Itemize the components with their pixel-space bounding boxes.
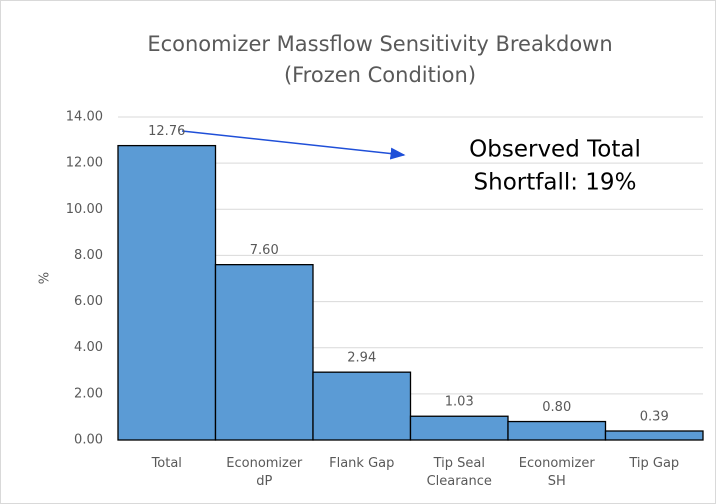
- chart-title: Economizer Massflow Sensitivity Breakdow…: [147, 32, 612, 56]
- y-tick-label: 14.00: [66, 110, 103, 125]
- data-label: 2.94: [347, 351, 376, 366]
- y-tick-label: 2.00: [74, 386, 103, 401]
- y-tick-label: 10.00: [66, 202, 103, 217]
- x-tick-label: Economizer SH: [518, 456, 595, 489]
- chart-subtitle: (Frozen Condition): [284, 63, 476, 87]
- x-tick-label: Tip Seal Clearance: [426, 456, 492, 489]
- y-tick-label: 0.00: [74, 433, 103, 448]
- bar: [117, 144, 217, 441]
- annotation: Shortfall: 19%: [474, 170, 637, 196]
- bar: [214, 264, 314, 441]
- x-tick-label: Flank Gap: [329, 456, 395, 471]
- annotation: Observed Total: [469, 137, 641, 163]
- bar: [604, 430, 704, 441]
- y-axis-label: %: [38, 272, 53, 284]
- y-tick-label: 6.00: [74, 294, 103, 309]
- y-tick-label: 4.00: [74, 340, 103, 355]
- x-tick-label: Economizer dP: [226, 456, 303, 489]
- data-label: 1.03: [445, 395, 474, 410]
- data-label: 12.76: [148, 124, 185, 139]
- annotation-arrow: [181, 130, 406, 160]
- y-tick-label: 12.00: [66, 156, 103, 171]
- bar: [409, 415, 509, 441]
- data-label: 0.80: [542, 400, 571, 415]
- data-label: 0.39: [640, 410, 669, 425]
- bar: [507, 420, 607, 441]
- x-tick-label: Tip Gap: [629, 456, 680, 471]
- y-tick-label: 8.00: [74, 248, 103, 263]
- x-tick-label: Total: [151, 456, 182, 471]
- data-label: 7.60: [250, 243, 279, 258]
- bar: [312, 371, 412, 441]
